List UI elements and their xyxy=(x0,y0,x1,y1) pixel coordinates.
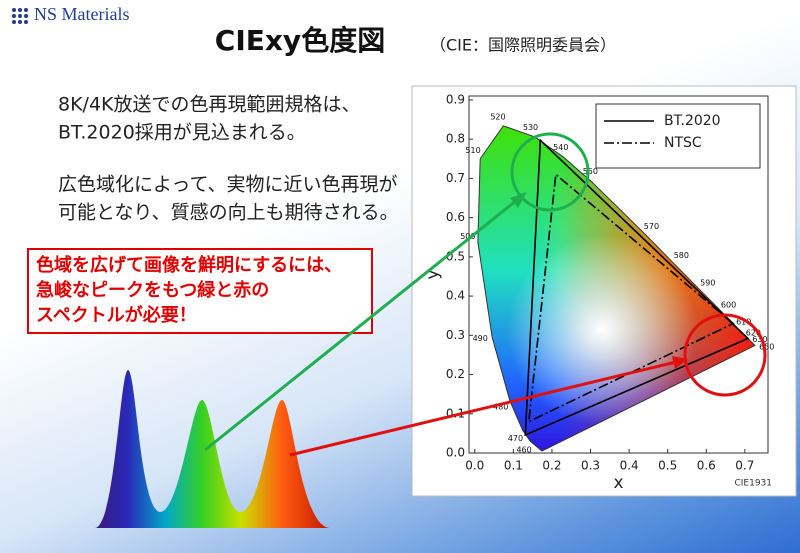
x-tick-label: 0.7 xyxy=(735,459,754,473)
y-tick-label: 0.9 xyxy=(446,92,465,106)
x-tick-label: 0.0 xyxy=(465,459,484,473)
body-text: 8K/4K放送での色再現範囲規格は、 BT.2020採用が見込まれる。広色域化によ… xyxy=(58,94,399,224)
source-label: CIE1931 xyxy=(734,479,772,489)
x-tick-label: 0.4 xyxy=(620,459,639,473)
wavelength-label: 570 xyxy=(644,222,659,231)
wavelength-label: 550 xyxy=(583,167,598,176)
x-axis-label: x xyxy=(613,473,623,493)
body-line: BT.2020採用が見込まれる。 xyxy=(58,122,306,144)
wavelength-label: 480 xyxy=(493,403,508,412)
wavelength-label: 500 xyxy=(460,232,475,241)
x-tick-label: 0.3 xyxy=(581,459,600,473)
logo-text: NS Materials xyxy=(34,4,129,24)
body-line: 可能となり、質感の向上も期待される。 xyxy=(58,202,399,224)
x-tick-label: 0.5 xyxy=(658,459,677,473)
wavelength-label: 530 xyxy=(523,123,538,132)
wavelength-label: 600 xyxy=(721,301,736,310)
wavelength-label: 510 xyxy=(465,146,480,155)
wavelength-label: 610 xyxy=(736,317,751,326)
green-arrow xyxy=(204,198,518,452)
y-axis-label: y xyxy=(423,269,443,279)
legend-box xyxy=(595,103,761,169)
wavelength-label: 520 xyxy=(490,112,505,121)
y-tick-label: 0.7 xyxy=(446,171,465,185)
y-tick-label: 0.6 xyxy=(446,210,465,224)
green-circle xyxy=(510,132,590,212)
legend-label: NTSC xyxy=(664,135,702,151)
y-tick-label: 0.8 xyxy=(446,132,465,146)
wavelength-label: 490 xyxy=(473,334,488,343)
highlights xyxy=(204,132,767,457)
chart: 460 470 480 490 500 510 520 530 540 550 570 580 590 6… xyxy=(423,92,774,493)
logo: NS Materials xyxy=(12,4,129,24)
wavelength-label: 630 xyxy=(752,335,767,344)
x-tick-label: 0.1 xyxy=(504,459,523,473)
wavelength-label: 460 xyxy=(516,445,531,454)
y-tick-label: 0.4 xyxy=(446,289,465,303)
y-tick-label: 0.3 xyxy=(446,328,465,342)
callout-box xyxy=(27,248,373,334)
y-tick-label: 0.0 xyxy=(446,446,465,460)
y-tick-label: 0.2 xyxy=(446,367,465,381)
red-circle xyxy=(683,313,767,397)
callout-line: 色域を広げて画像を鮮明にするには、 xyxy=(36,254,342,276)
wavelength-label: 580 xyxy=(674,251,689,260)
wavelength-label: 650 xyxy=(759,342,774,351)
legend-label: BT.2020 xyxy=(664,113,721,129)
title: CIExy色度図 xyxy=(215,24,385,57)
subtitle: （CIE：国際照明委員会） xyxy=(430,36,616,55)
wavelength-label: 470 xyxy=(508,434,523,443)
x-tick-label: 0.6 xyxy=(697,459,716,473)
red-arrow xyxy=(289,360,677,457)
x-tick-label: 0.2 xyxy=(542,459,561,473)
wavelength-label: 590 xyxy=(700,279,715,288)
legend: BT.2020 NTSC xyxy=(595,103,761,169)
gamut-triangle xyxy=(524,138,750,437)
green-arrowhead xyxy=(510,192,527,208)
callout-line: スペクトルが必要！ xyxy=(36,304,197,326)
body-line: 8K/4K放送での色再現範囲規格は、 xyxy=(58,94,361,116)
red-arrowhead xyxy=(672,356,688,369)
callout-line: 急峻なピークをもつ緑と赤の xyxy=(36,279,269,301)
gamut-triangle xyxy=(527,172,735,423)
wavelength-label: 540 xyxy=(553,143,568,152)
body-line: 広色域化によって、実物に近い色再現が xyxy=(58,174,398,196)
wavelength-label: 620 xyxy=(746,328,761,337)
spectrum-illustration xyxy=(95,370,330,528)
